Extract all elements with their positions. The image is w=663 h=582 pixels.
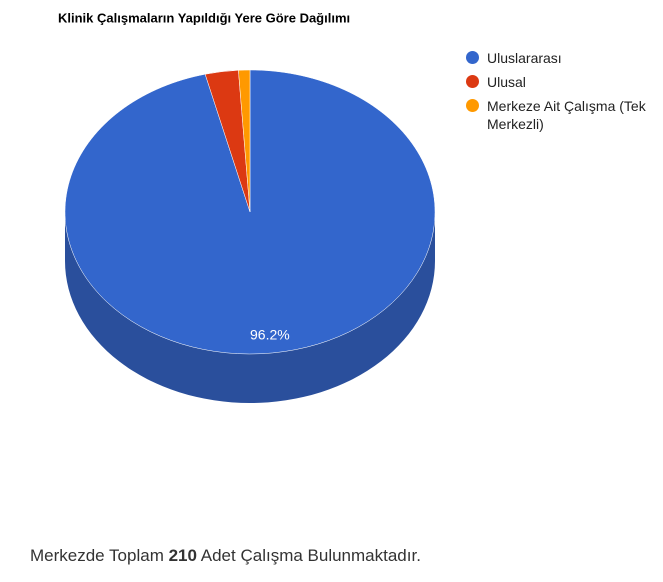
value-label: 96.2% [250,327,290,343]
legend: Uluslararası Ulusal Merkeze Ait Çalışma (T… [466,49,656,139]
legend-label: Ulusal [487,74,526,90]
legend-swatch [466,99,479,112]
footer-prefix: Merkezde Toplam [30,546,164,565]
slice-side [65,212,435,403]
chart: Klinik Çalışmaların Yapıldığı Yere Göre … [58,10,436,403]
legend-item: Uluslararası [466,49,656,67]
legend-item: Ulusal [466,73,656,91]
footer-suffix: Adet Çalışma Bulunmaktadır. [200,546,421,565]
legend-swatch [466,51,479,64]
legend-label: Merkeze Ait Çalışma (Tek Merkezli) [487,98,646,132]
chart-title: Klinik Çalışmaların Yapıldığı Yere Göre … [58,10,350,25]
legend-swatch [466,75,479,88]
footer-number: 210 [168,546,197,565]
legend-item: Merkeze Ait Çalışma (Tek Merkezli) [466,97,656,133]
slice [238,69,251,213]
footer: Merkezde Toplam 210 Adet Çalışma Bulunma… [30,546,421,566]
legend-label: Uluslararası [487,50,562,66]
